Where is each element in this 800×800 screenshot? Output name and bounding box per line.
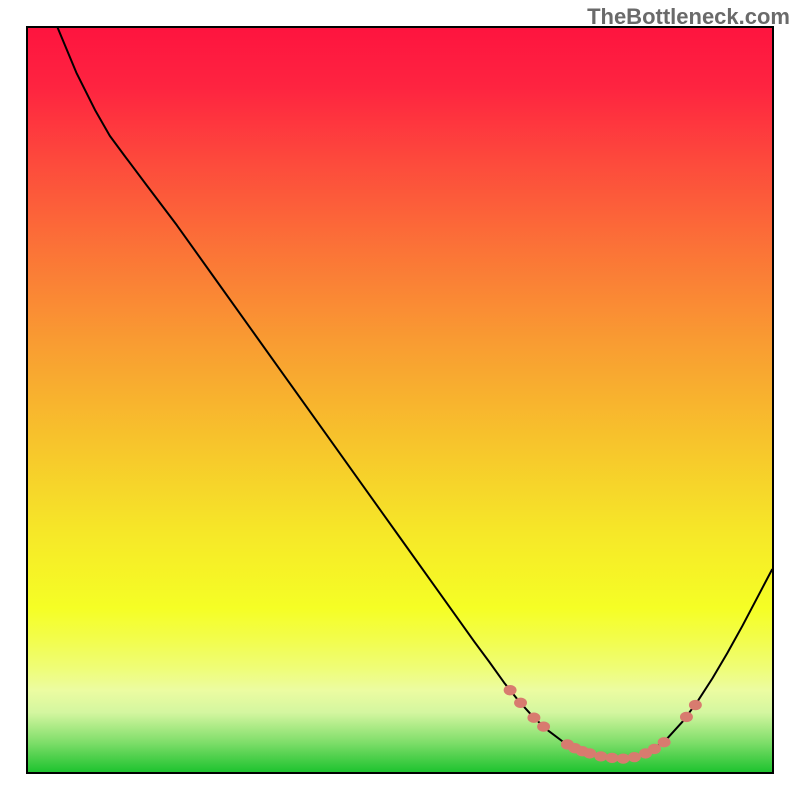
curve-marker	[504, 685, 517, 695]
curve-marker	[594, 751, 607, 761]
curve-marker	[583, 748, 596, 758]
curve-marker	[680, 712, 693, 722]
curve-markers	[28, 28, 772, 772]
chart-container: TheBottleneck.com	[0, 0, 800, 800]
curve-marker	[628, 752, 641, 762]
curve-marker	[617, 753, 630, 763]
curve-marker	[689, 700, 702, 710]
watermark-text: TheBottleneck.com	[587, 4, 790, 30]
plot-area	[26, 26, 774, 774]
curve-marker	[514, 698, 527, 708]
curve-marker	[537, 721, 550, 731]
curve-marker	[527, 713, 540, 723]
curve-marker	[606, 753, 619, 763]
curve-marker	[658, 737, 671, 747]
